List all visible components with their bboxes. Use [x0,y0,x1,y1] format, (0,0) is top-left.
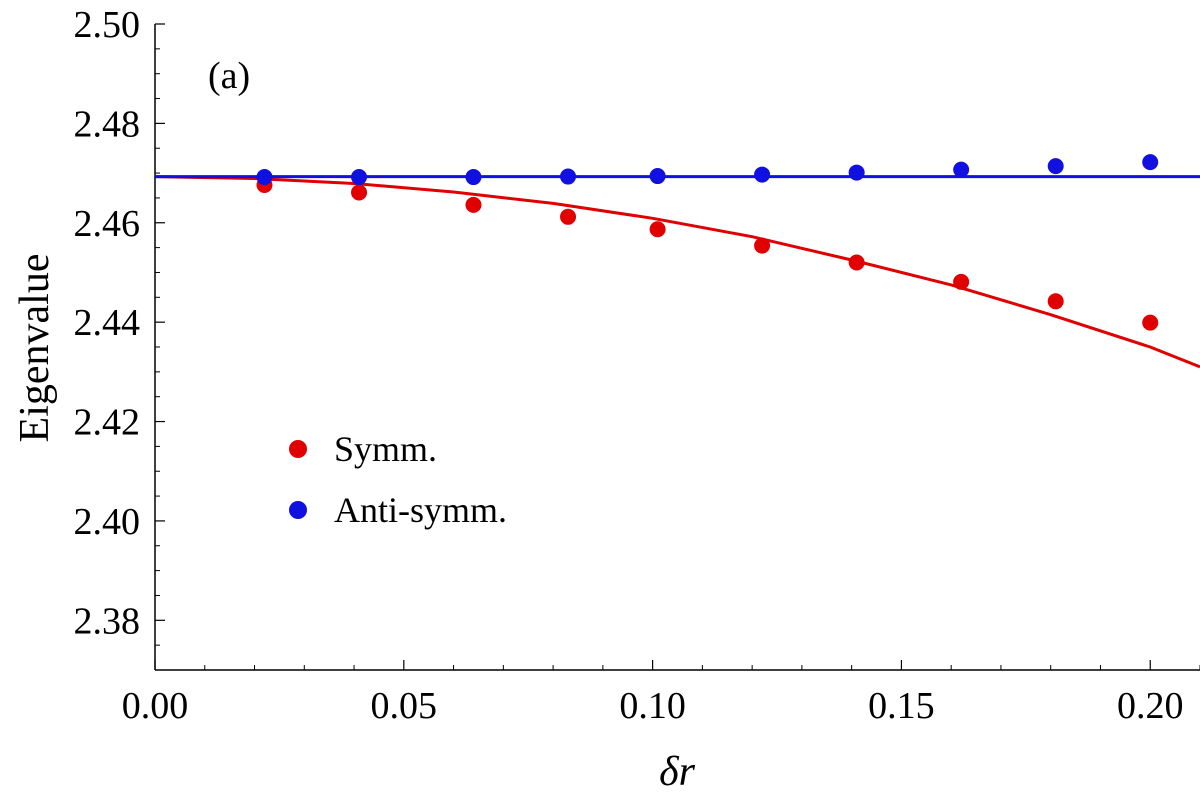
y-axis-title: Eigenvalue [12,254,58,443]
y-tick-label: 2.46 [74,203,141,245]
ticks: 0.00 0.05 0.10 0.15 0.20 2.38 2.40 2.42 2.44 2.46… [74,4,1200,727]
symm-point [1047,293,1064,310]
y-tick-label: 2.48 [74,103,141,145]
anti-symm-point [256,169,273,186]
x-tick-label: 0.20 [1117,685,1184,727]
fit-curves [154,175,1200,369]
y-tick-label: 2.44 [74,302,141,344]
anti-symm-point [351,169,368,186]
x-tick-label: 0.15 [868,685,935,727]
x-tick-label: 0.10 [619,685,686,727]
x-axis-title: δr [659,749,696,795]
axes [154,24,1200,671]
panel-label: (a) [208,55,250,97]
symm-point [848,254,865,271]
anti-symm-point [754,166,771,183]
symm-point [649,221,666,238]
legend-marker-symm [289,440,307,458]
symm-point [351,184,368,201]
x-tick-label: 0.05 [371,685,438,727]
y-tick-label: 2.40 [74,501,141,543]
anti-symm-point [560,168,577,185]
anti-symm-point [953,161,970,178]
anti-symm-point [465,169,482,186]
anti-symm-point [649,168,666,185]
anti-symm-point [848,164,865,181]
anti-symm-point [1047,158,1064,175]
symm-fit-curve [154,175,1200,369]
symm-point [754,237,771,254]
symm-point [1142,314,1159,331]
y-tick-label: 2.50 [74,4,141,46]
legend: Symm. Anti-symm. [289,429,507,530]
legend-label-anti-symm: Anti-symm. [334,490,507,530]
legend-marker-anti-symm [289,501,307,519]
y-tick-label: 2.38 [74,600,141,642]
data-points [256,154,1159,331]
symm-point [560,208,577,225]
symm-point [465,196,482,213]
symm-point [953,273,970,290]
x-tick-label: 0.00 [122,685,189,727]
y-tick-label: 2.42 [74,402,141,444]
legend-label-symm: Symm. [334,429,437,469]
anti-symm-point [1142,154,1159,171]
